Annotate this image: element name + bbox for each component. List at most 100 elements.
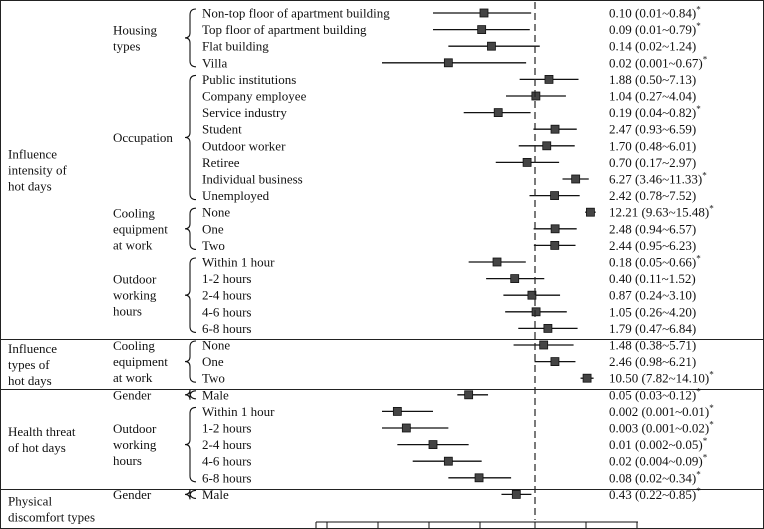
row-label: None bbox=[202, 205, 230, 220]
ci-label: 0.18 (0.05~0.66)* bbox=[609, 254, 701, 270]
ci-label: 0.01 (0.002~0.05)* bbox=[609, 436, 708, 452]
ci-label: 0.02 (0.004~0.09)* bbox=[609, 453, 708, 469]
point-estimate-marker bbox=[392, 406, 402, 416]
row-label: 2-4 hours bbox=[202, 288, 251, 303]
group-label: hours bbox=[113, 304, 142, 319]
point-estimate-marker bbox=[492, 257, 502, 267]
group-brace bbox=[184, 389, 197, 400]
point-estimate-marker bbox=[527, 290, 537, 300]
ci-label: 1.48 (0.38~5.71) bbox=[609, 338, 696, 353]
row-label: 2-4 hours bbox=[202, 437, 251, 452]
row-label: Unemployed bbox=[202, 188, 270, 203]
row-label: Flat building bbox=[202, 39, 269, 54]
ci-label: 0.43 (0.22~0.85)* bbox=[609, 486, 701, 502]
ci-label: 2.46 (0.98~6.21) bbox=[609, 354, 696, 369]
row-label: Male bbox=[202, 387, 229, 402]
group-brace bbox=[184, 406, 197, 483]
row-label: 6-8 hours bbox=[202, 321, 251, 336]
group-label: Housing bbox=[113, 22, 158, 37]
row-label: Within 1 hour bbox=[202, 404, 275, 419]
point-estimate-marker bbox=[493, 108, 503, 117]
ci-label: 0.19 (0.04~0.82)* bbox=[609, 104, 701, 120]
point-estimate-marker bbox=[479, 8, 489, 18]
row-label: Top floor of apartment building bbox=[202, 22, 367, 37]
ci-label: 1.79 (0.47~6.84) bbox=[609, 321, 696, 336]
point-estimate-marker bbox=[474, 473, 484, 483]
point-estimate-marker bbox=[550, 240, 560, 250]
point-estimate-marker bbox=[443, 58, 453, 68]
row-label: None bbox=[202, 338, 230, 353]
section-label: Health threat bbox=[8, 424, 76, 439]
group-brace bbox=[184, 489, 197, 500]
point-estimate-marker bbox=[401, 423, 411, 433]
point-estimate-marker bbox=[582, 373, 592, 383]
group-label: at work bbox=[113, 237, 153, 252]
ci-label: 1.88 (0.50~7.13) bbox=[609, 72, 696, 87]
ci-label: 0.14 (0.02~1.24) bbox=[609, 39, 696, 54]
row-label: Male bbox=[202, 487, 229, 502]
row-label: Outdoor worker bbox=[202, 138, 286, 153]
group-brace bbox=[184, 207, 197, 250]
point-estimate-marker bbox=[539, 340, 549, 350]
group-label: hours bbox=[113, 453, 142, 468]
ci-label: 0.003 (0.001~0.02)* bbox=[609, 420, 714, 436]
ci-label: 2.44 (0.95~6.23) bbox=[609, 238, 696, 253]
section-label: hot days bbox=[8, 373, 52, 388]
row-label: One bbox=[202, 221, 224, 236]
section-label: types of bbox=[8, 357, 50, 372]
group-brace bbox=[184, 74, 197, 201]
group-label: Gender bbox=[113, 387, 152, 402]
point-estimate-marker bbox=[550, 191, 559, 201]
point-estimate-marker bbox=[531, 307, 541, 317]
group-label: Occupation bbox=[113, 130, 173, 145]
ci-label: 10.50 (7.82~14.10)* bbox=[609, 370, 714, 386]
group-label: equipment bbox=[113, 354, 168, 369]
ci-label: 0.10 (0.01~0.84)* bbox=[609, 5, 701, 21]
ci-label: 2.47 (0.93~6.59) bbox=[609, 122, 696, 137]
section-label: of hot days bbox=[8, 440, 66, 455]
point-estimate-marker bbox=[428, 440, 438, 450]
ci-label: 0.05 (0.03~0.12)* bbox=[609, 386, 701, 402]
row-label: Service industry bbox=[202, 105, 287, 120]
section-label: intensity of bbox=[8, 162, 68, 177]
row-label: One bbox=[202, 354, 224, 369]
row-label: Individual business bbox=[202, 172, 303, 187]
ci-label: 0.02 (0.001~0.67)* bbox=[609, 54, 708, 70]
row-label: 4-6 hours bbox=[202, 304, 251, 319]
row-label: Non-top floor of apartment building bbox=[202, 6, 390, 21]
point-estimate-marker bbox=[443, 456, 453, 466]
group-label: Gender bbox=[113, 487, 152, 502]
point-estimate-marker bbox=[542, 141, 552, 151]
row-label: Two bbox=[202, 371, 225, 386]
section-label: Physical bbox=[8, 493, 52, 508]
row-label: 1-2 hours bbox=[202, 271, 251, 286]
row-label: Two bbox=[202, 238, 225, 253]
group-label: equipment bbox=[113, 221, 168, 236]
group-label: Cooling bbox=[113, 205, 155, 220]
row-label: 1-2 hours bbox=[202, 421, 251, 436]
group-label: working bbox=[113, 437, 157, 452]
point-estimate-marker bbox=[586, 207, 595, 217]
group-brace bbox=[184, 340, 197, 383]
ci-label: 12.21 (9.63~15.48)* bbox=[609, 204, 714, 220]
row-label: Retiree bbox=[202, 155, 240, 170]
row-label: Public institutions bbox=[202, 72, 296, 87]
group-brace bbox=[184, 257, 197, 333]
ci-label: 1.70 (0.48~6.01) bbox=[609, 138, 696, 153]
row-label: Student bbox=[202, 122, 242, 137]
row-label: Villa bbox=[202, 55, 227, 70]
ci-label: 0.40 (0.11~1.52) bbox=[609, 271, 696, 286]
point-estimate-marker bbox=[550, 224, 560, 234]
group-label: Outdoor bbox=[113, 421, 157, 436]
row-label: 4-6 hours bbox=[202, 454, 251, 469]
point-estimate-marker bbox=[477, 25, 487, 35]
ci-label: 1.04 (0.27~4.04) bbox=[609, 89, 696, 104]
ci-label: 0.70 (0.17~2.97) bbox=[609, 155, 696, 170]
group-label: Outdoor bbox=[113, 272, 157, 287]
group-brace bbox=[184, 8, 197, 68]
ci-label: 0.87 (0.24~3.10) bbox=[609, 288, 696, 303]
ci-label: 2.48 (0.94~6.57) bbox=[609, 221, 696, 236]
section-label: Influence bbox=[8, 146, 57, 161]
ci-label: 0.08 (0.02~0.34)* bbox=[609, 469, 701, 485]
